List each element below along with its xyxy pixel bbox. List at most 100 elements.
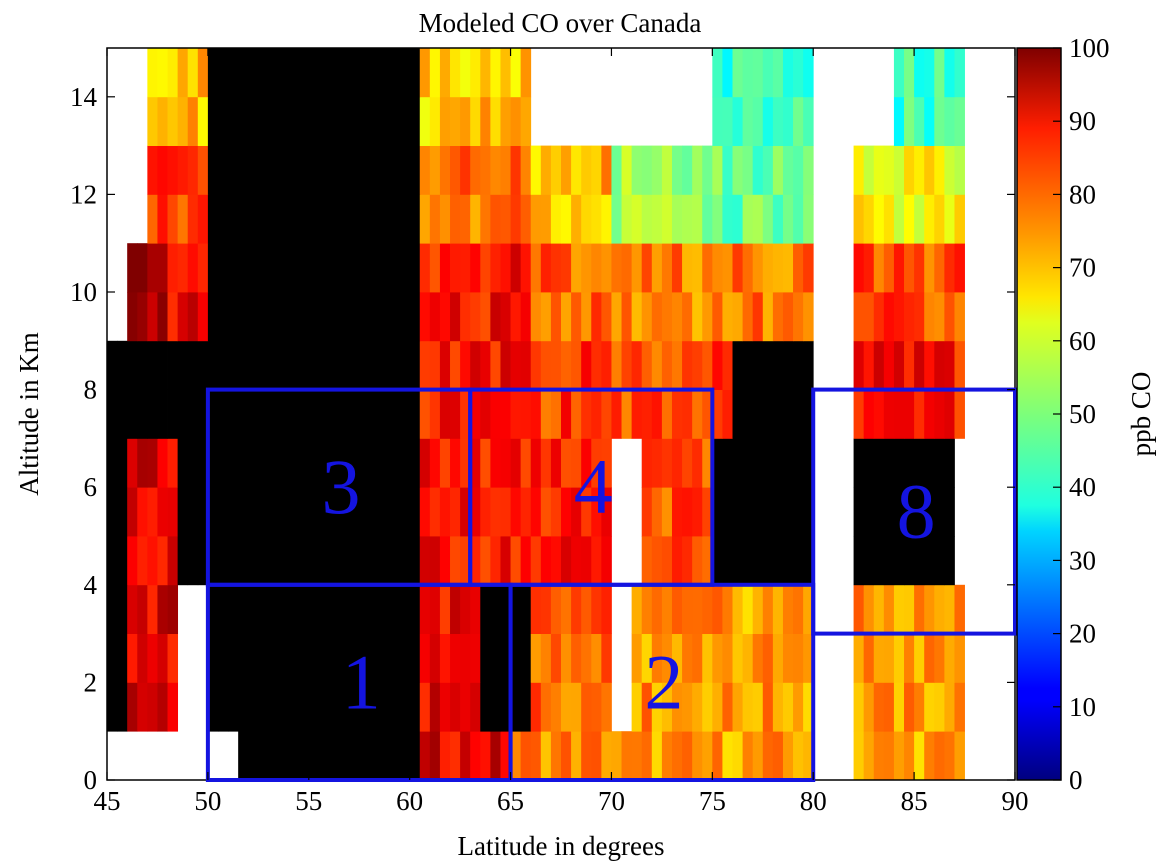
- heatmap-cell: [470, 145, 481, 195]
- heatmap-cell: [591, 682, 602, 732]
- heatmap-cell: [217, 340, 229, 390]
- heatmap-cell: [762, 340, 774, 390]
- heatmap-cell: [500, 584, 511, 634]
- heatmap-cell: [419, 48, 431, 98]
- heatmap-cell: [470, 48, 481, 98]
- heatmap-cell: [904, 633, 915, 683]
- heatmap-cell: [419, 389, 431, 439]
- heatmap-cell: [671, 682, 683, 732]
- heatmap-cell: [762, 731, 774, 780]
- heatmap-cell: [288, 340, 300, 390]
- heatmap-cell: [460, 48, 471, 98]
- heatmap-cell: [127, 438, 138, 488]
- heatmap-cell: [772, 584, 784, 634]
- heatmap-cell: [651, 292, 663, 342]
- heatmap-cell: [772, 731, 784, 780]
- heatmap-cell: [581, 292, 592, 342]
- heatmap-cell: [803, 682, 814, 732]
- heatmap-cell: [480, 438, 491, 488]
- heatmap-cell: [278, 389, 289, 439]
- heatmap-cell: [217, 682, 229, 732]
- heatmap-cell: [904, 731, 915, 780]
- heatmap-cell: [904, 487, 915, 537]
- heatmap-cell: [490, 48, 501, 98]
- heatmap-cell: [722, 584, 733, 634]
- heatmap-cell: [661, 731, 673, 780]
- x-tick-label: 65: [497, 786, 524, 816]
- heatmap-cell: [863, 584, 875, 634]
- heatmap-cell: [581, 194, 592, 244]
- heatmap-cell: [540, 389, 552, 439]
- heatmap-cell: [530, 194, 542, 244]
- heatmap-cell: [369, 194, 380, 244]
- heatmap-cell: [389, 438, 400, 488]
- y-tick-label: 4: [84, 570, 98, 600]
- heatmap-cell: [772, 389, 784, 439]
- heatmap-cell: [571, 243, 582, 293]
- heatmap-cell: [722, 292, 733, 342]
- heatmap-cell: [127, 243, 138, 293]
- heatmap-cell: [934, 194, 945, 244]
- heatmap-cell: [460, 487, 471, 537]
- x-tick-label: 85: [901, 786, 928, 816]
- colorbar-tick-label: 0: [1069, 765, 1083, 795]
- heatmap-cell: [904, 243, 915, 293]
- heatmap-cell: [228, 243, 239, 293]
- heatmap-cell: [530, 682, 542, 732]
- heatmap-cell: [480, 340, 491, 390]
- x-tick-label: 80: [800, 786, 827, 816]
- heatmap-cell: [298, 96, 310, 146]
- heatmap-cell: [934, 536, 945, 586]
- heatmap-cell: [379, 438, 390, 488]
- heatmap-cell: [924, 243, 935, 293]
- heatmap-cell: [419, 438, 431, 488]
- heatmap-cell: [439, 731, 451, 780]
- heatmap-cell: [561, 633, 572, 683]
- heatmap-cell: [268, 48, 279, 98]
- heatmap-cell: [550, 243, 562, 293]
- heatmap-cell: [328, 292, 340, 342]
- heatmap-cell: [924, 292, 935, 342]
- heatmap-cell: [793, 633, 804, 683]
- heatmap-cell: [389, 243, 400, 293]
- heatmap-cell: [389, 536, 400, 586]
- x-tick-label: 45: [94, 786, 121, 816]
- heatmap-cell: [480, 731, 491, 780]
- heatmap-cell: [954, 340, 965, 390]
- heatmap-cell: [147, 145, 158, 195]
- heatmap-cell: [914, 682, 925, 732]
- heatmap-cell: [601, 243, 612, 293]
- heatmap-cell: [177, 194, 189, 244]
- heatmap-cell: [359, 487, 370, 537]
- heatmap-cell: [470, 536, 481, 586]
- heatmap-cell: [328, 340, 340, 390]
- heatmap-cell: [107, 487, 118, 537]
- heatmap-cell: [177, 487, 189, 537]
- heatmap-cell: [147, 536, 158, 586]
- heatmap-cell: [803, 292, 814, 342]
- heatmap-cell: [924, 487, 935, 537]
- heatmap-cell: [682, 584, 693, 634]
- heatmap-cell: [308, 96, 320, 146]
- heatmap-cell: [379, 731, 390, 780]
- heatmap-cell: [238, 145, 249, 195]
- heatmap-cell: [944, 194, 955, 244]
- heatmap-cell: [914, 487, 925, 537]
- heatmap-cell: [712, 389, 723, 439]
- heatmap-cell: [379, 48, 390, 98]
- heatmap-cell: [137, 243, 148, 293]
- heatmap-cell: [762, 487, 774, 537]
- heatmap-cell: [934, 633, 945, 683]
- heatmap-cell: [268, 731, 279, 780]
- heatmap-cell: [772, 292, 784, 342]
- heatmap-cell: [228, 389, 239, 439]
- heatmap-cell: [530, 340, 542, 390]
- heatmap-cell: [439, 96, 451, 146]
- heatmap-cell: [339, 340, 350, 390]
- heatmap-cell: [954, 194, 965, 244]
- heatmap-cell: [631, 145, 643, 195]
- heatmap-cell: [349, 96, 360, 146]
- heatmap-cell: [591, 389, 602, 439]
- heatmap-cell: [540, 438, 552, 488]
- heatmap-cell: [460, 389, 471, 439]
